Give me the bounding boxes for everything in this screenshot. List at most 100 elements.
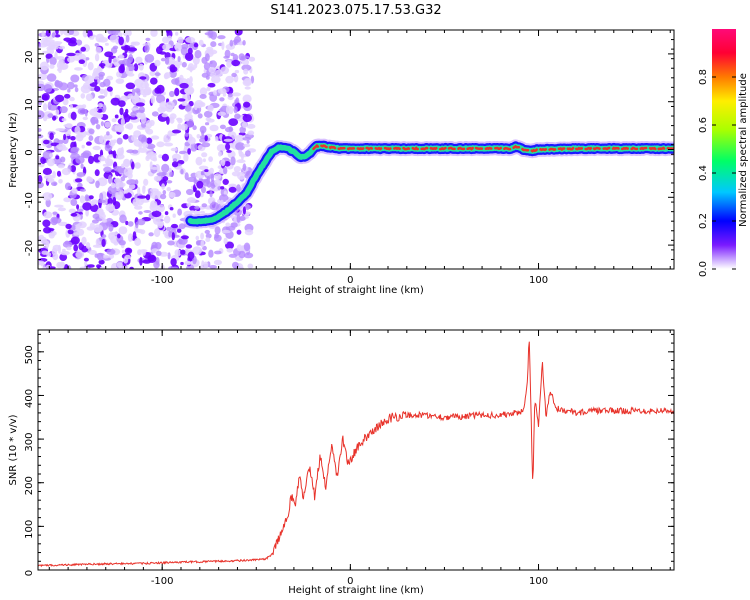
noise-blob (242, 40, 246, 46)
noise-blob (93, 68, 99, 77)
noise-blob (166, 116, 170, 125)
noise-blob (209, 265, 218, 269)
noise-blob (217, 185, 222, 191)
noise-blob (166, 35, 173, 41)
noise-blob (171, 223, 178, 229)
noise-blob (146, 137, 153, 145)
noise-blob (234, 99, 238, 104)
noise-blob (82, 30, 88, 38)
noise-blob (115, 182, 126, 188)
colorbar-tick-label: 0.4 (698, 165, 709, 181)
noise-blob (187, 251, 195, 260)
noise-blob (106, 160, 114, 167)
ridge-core (312, 144, 674, 153)
colorbar-gradient (712, 29, 736, 269)
noise-blob (63, 197, 72, 203)
noise-blob (122, 30, 132, 37)
noise-blob (198, 165, 209, 170)
noise-blob (129, 266, 134, 269)
noise-blob (248, 56, 256, 62)
noise-blob (145, 37, 151, 42)
noise-blob (177, 123, 182, 131)
y-tick-label: 100 (24, 520, 35, 539)
noise-blob (98, 74, 104, 80)
noise-blob (223, 166, 228, 175)
noise-blob (126, 179, 137, 186)
noise-blob (184, 105, 192, 112)
noise-blob (103, 88, 108, 98)
noise-blob (200, 232, 205, 240)
noise-blob (79, 266, 88, 269)
noise-blob (168, 230, 172, 238)
noise-blob (178, 223, 186, 230)
noise-blob (104, 42, 109, 46)
noise-blob (127, 73, 135, 77)
noise-blob (88, 250, 97, 255)
noise-blob (206, 118, 215, 123)
noise-blob (85, 93, 93, 102)
noise-blob (171, 232, 175, 241)
noise-blob (170, 66, 178, 73)
noise-blob (149, 161, 153, 170)
noise-blob (58, 179, 63, 184)
noise-blob (134, 88, 141, 93)
noise-blob (139, 256, 143, 266)
noise-blob (193, 42, 199, 48)
noise-blob (224, 126, 234, 133)
noise-blob (168, 266, 174, 269)
noise-blob (60, 156, 66, 163)
noise-blob (224, 161, 231, 167)
noise-blob (242, 137, 252, 141)
noise-blob (51, 32, 56, 38)
noise-blob (192, 184, 196, 193)
noise-blob (166, 101, 175, 109)
noise-blob (219, 124, 226, 130)
noise-blob (89, 222, 95, 230)
noise-blob (219, 97, 225, 102)
noise-blob (100, 121, 104, 127)
noise-blob (187, 148, 192, 155)
noise-blob (184, 248, 190, 254)
noise-blob (98, 108, 103, 113)
noise-blob (58, 146, 68, 151)
noise-blob (138, 63, 144, 71)
noise-blob (115, 191, 124, 201)
noise-blob (93, 224, 104, 233)
noise-blob (125, 220, 129, 226)
noise-blob (74, 126, 81, 135)
noise-blob (226, 248, 234, 253)
noise-blob (75, 134, 83, 138)
noise-blob (140, 115, 147, 124)
noise-blob (52, 244, 61, 252)
noise-blob (230, 52, 235, 57)
noise-blob (179, 74, 184, 83)
noise-blob (88, 128, 95, 135)
noise-blob (169, 90, 175, 98)
noise-blob (231, 92, 242, 97)
noise-blob (52, 115, 57, 121)
noise-blob (114, 94, 121, 99)
noise-blob (125, 124, 131, 129)
noise-blob (181, 61, 187, 68)
noise-blob (45, 198, 51, 208)
noise-blob (149, 203, 159, 212)
noise-blob (203, 261, 209, 269)
noise-blob (170, 258, 177, 266)
noise-blob (208, 156, 214, 162)
noise-blob (152, 157, 158, 162)
noise-blob (131, 88, 136, 97)
noise-blob (157, 221, 164, 229)
noise-blob (194, 50, 202, 59)
noise-blob (241, 121, 248, 128)
noise-blob (79, 195, 85, 204)
noise-blob (49, 64, 55, 69)
noise-blob (162, 43, 172, 51)
noise-blob (139, 76, 147, 80)
noise-blob (164, 57, 170, 65)
noise-blob (114, 124, 124, 132)
noise-blob (41, 94, 49, 101)
noise-blob (97, 103, 103, 108)
noise-blob (213, 90, 217, 96)
noise-blob (102, 78, 111, 87)
